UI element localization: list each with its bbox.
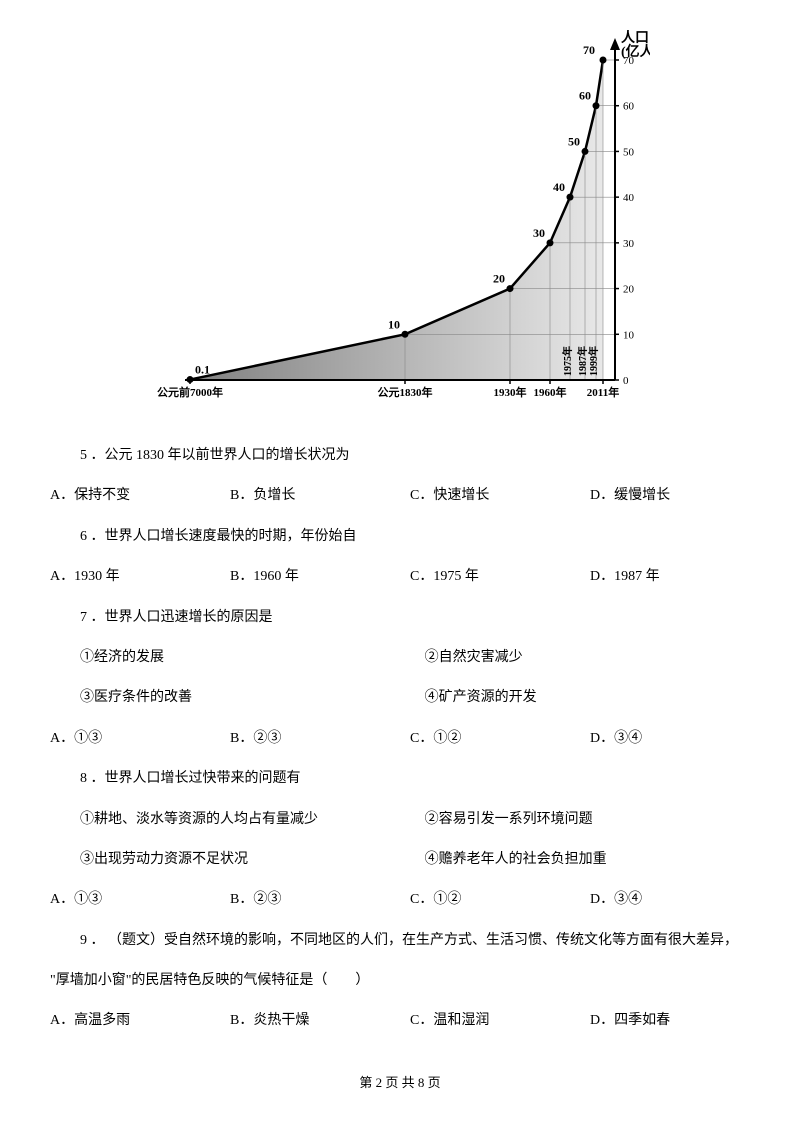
q9-option-b[interactable]: B．炎热干燥 [230,1010,410,1032]
q7-sub3: ③医疗条件的改善 [80,687,425,709]
svg-text:10: 10 [388,317,400,331]
q8-option-d[interactable]: D．③④ [590,889,770,911]
question-5-text: 5 ．公元 1830 年以前世界人口的增长状况为 [80,445,750,467]
question-6-options: A．1930 年 B．1960 年 C．1975 年 D．1987 年 [50,566,750,588]
q7-sub-row2: ③医疗条件的改善 ④矿产资源的开发 [80,687,750,709]
svg-text:30: 30 [533,226,545,240]
q8-sub4: ④赡养老年人的社会负担加重 [425,849,750,871]
svg-text:0: 0 [623,375,629,387]
svg-text:50: 50 [568,134,580,148]
question-9-line2: "厚墙加小窗"的民居特色反映的气候特征是（ ） [50,970,750,992]
svg-text:70: 70 [583,43,595,57]
svg-text:公元1830年: 公元1830年 [378,385,433,399]
svg-text:20: 20 [623,284,635,296]
svg-text:0.1: 0.1 [195,363,210,377]
q7-sub1: ①经济的发展 [80,647,425,669]
q8-sub-row2: ③出现劳动力资源不足状况 ④赡养老年人的社会负担加重 [80,849,750,871]
q8-option-c[interactable]: C．①② [410,889,590,911]
svg-text:1987年: 1987年 [576,346,589,376]
question-5-options: A．保持不变 B．负增长 C．快速增长 D．缓慢增长 [50,485,750,507]
q5-option-d[interactable]: D．缓慢增长 [590,485,770,507]
q6-option-d[interactable]: D．1987 年 [590,566,770,588]
svg-text:1975年: 1975年 [561,346,574,376]
svg-text:1930年: 1930年 [494,385,527,399]
q8-option-b[interactable]: B．②③ [230,889,410,911]
q7-sub-row1: ①经济的发展 ②自然灾害减少 [80,647,750,669]
svg-text:2011年: 2011年 [587,385,619,399]
svg-text:1960年: 1960年 [534,385,567,399]
svg-text:(亿人): (亿人) [621,43,650,60]
q8-sub2: ②容易引发一系列环境问题 [425,809,750,831]
svg-text:公元前7000年: 公元前7000年 [157,385,223,399]
svg-text:60: 60 [623,101,635,113]
q8-sub1: ①耕地、淡水等资源的人均占有量减少 [80,809,425,831]
q7-option-d[interactable]: D．③④ [590,728,770,750]
svg-text:1999年: 1999年 [587,346,600,376]
svg-text:人口: 人口 [621,30,649,46]
q7-sub2: ②自然灾害减少 [425,647,750,669]
question-7-options: A．①③ B．②③ C．①② D．③④ [50,728,750,750]
q8-sub3: ③出现劳动力资源不足状况 [80,849,425,871]
svg-text:30: 30 [623,238,635,250]
question-7-text: 7 ．世界人口迅速增长的原因是 [80,607,750,629]
q7-sub4: ④矿产资源的开发 [425,687,750,709]
q9-option-c[interactable]: C．温和湿润 [410,1010,590,1032]
q7-option-a[interactable]: A．①③ [50,728,230,750]
svg-text:40: 40 [623,192,635,204]
question-9-options: A．高温多雨 B．炎热干燥 C．温和湿润 D．四季如春 [50,1010,750,1032]
question-8-options: A．①③ B．②③ C．①② D．③④ [50,889,750,911]
population-chart: 0.110203040506070010203040506070人口(亿人)公元… [50,30,750,420]
svg-text:20: 20 [493,272,505,286]
svg-text:60: 60 [579,89,591,103]
svg-text:10: 10 [623,329,635,341]
q5-option-b[interactable]: B．负增长 [230,485,410,507]
q6-option-a[interactable]: A．1930 年 [50,566,230,588]
question-8-text: 8 ．世界人口增长过快带来的问题有 [80,768,750,790]
q9-option-a[interactable]: A．高温多雨 [50,1010,230,1032]
q9-option-d[interactable]: D．四季如春 [590,1010,770,1032]
q5-option-a[interactable]: A．保持不变 [50,485,230,507]
q6-option-b[interactable]: B．1960 年 [230,566,410,588]
q8-sub-row1: ①耕地、淡水等资源的人均占有量减少 ②容易引发一系列环境问题 [80,809,750,831]
question-9-line1: 9 ． （题文）受自然环境的影响，不同地区的人们，在生产方式、生活习惯、传统文化… [80,930,750,952]
q7-option-c[interactable]: C．①② [410,728,590,750]
question-6-text: 6 ．世界人口增长速度最快的时期，年份始自 [80,526,750,548]
svg-text:50: 50 [623,146,635,158]
page-footer: 第 2 页 共 8 页 [50,1073,750,1094]
q7-option-b[interactable]: B．②③ [230,728,410,750]
q5-option-c[interactable]: C．快速增长 [410,485,590,507]
q6-option-c[interactable]: C．1975 年 [410,566,590,588]
svg-text:40: 40 [553,180,565,194]
q8-option-a[interactable]: A．①③ [50,889,230,911]
